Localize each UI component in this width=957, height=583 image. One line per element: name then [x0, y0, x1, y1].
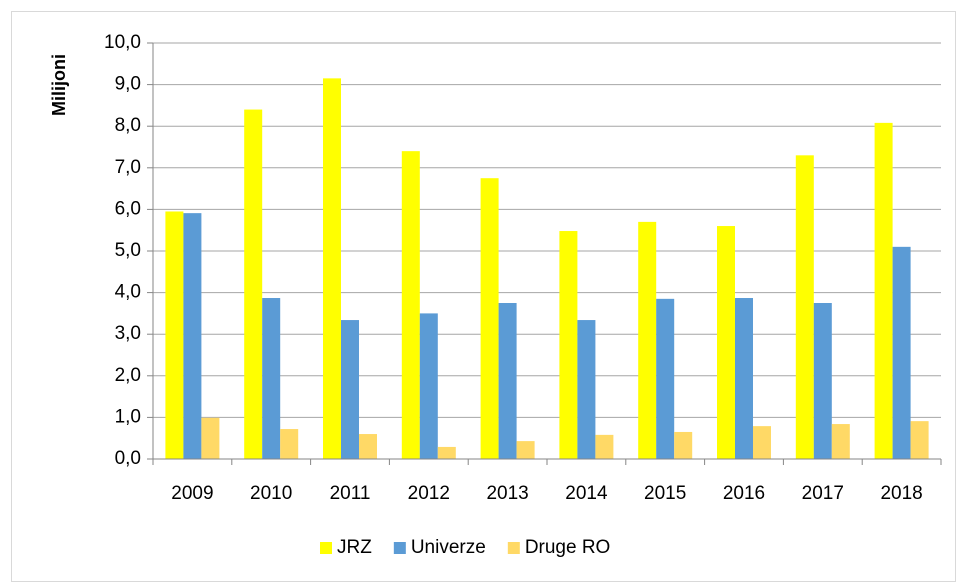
y-tick-label: 2,0	[115, 365, 141, 386]
y-tick-label: 4,0	[115, 282, 141, 303]
bar	[262, 298, 281, 459]
y-tick-label: 5,0	[115, 240, 141, 261]
bar	[498, 303, 517, 459]
bar	[910, 421, 929, 459]
bar	[831, 424, 850, 459]
bar	[559, 231, 578, 459]
bar	[892, 246, 911, 459]
bar	[795, 155, 814, 459]
y-tick-label: 10,0	[104, 32, 141, 53]
y-tick-label: 6,0	[115, 198, 141, 219]
bar	[323, 78, 341, 460]
x-tick-label: 2012	[408, 483, 450, 504]
x-tick-label: 2011	[330, 483, 371, 504]
x-tick-label: 2010	[250, 483, 292, 504]
bar	[201, 417, 220, 459]
bar	[516, 441, 535, 459]
bar	[874, 122, 893, 459]
x-tick-label: 2017	[802, 483, 844, 504]
y-tick-label: 3,0	[115, 323, 141, 344]
x-tick-label: 2016	[723, 483, 765, 504]
legend-label: Druge RO	[525, 537, 611, 558]
y-tick-label: 9,0	[115, 74, 141, 95]
x-tick-label: 2013	[486, 483, 528, 504]
legend-swatch	[507, 542, 520, 554]
bar	[183, 213, 202, 459]
legend-swatch	[320, 542, 332, 554]
bar	[813, 303, 832, 459]
bar	[735, 298, 753, 459]
bar	[717, 226, 735, 459]
bar	[674, 431, 693, 459]
bar	[359, 434, 377, 459]
bar	[341, 320, 359, 459]
bar	[244, 109, 263, 459]
bar	[480, 178, 499, 459]
bar	[753, 426, 771, 459]
y-tick-label: 7,0	[115, 157, 141, 178]
bar	[595, 434, 614, 459]
y-tick-label: 8,0	[115, 115, 141, 136]
bar	[280, 429, 299, 459]
bar	[577, 320, 596, 459]
y-tick-label: 1,0	[115, 406, 141, 427]
legend-label: Univerze	[411, 537, 486, 558]
y-tick-label: 0,0	[115, 448, 141, 469]
bar	[165, 211, 184, 459]
bar	[638, 221, 657, 459]
bar	[437, 446, 456, 459]
legend-swatch	[393, 542, 406, 554]
legend-label: JRZ	[337, 537, 372, 558]
bar	[656, 298, 675, 459]
x-tick-label: 2009	[171, 483, 213, 504]
x-tick-label: 2018	[880, 483, 922, 504]
x-tick-label: 2014	[565, 483, 608, 504]
y-axis-label: Milijoni	[49, 54, 69, 116]
bar	[401, 151, 420, 459]
x-tick-label: 2015	[644, 483, 686, 504]
bar	[419, 313, 438, 459]
